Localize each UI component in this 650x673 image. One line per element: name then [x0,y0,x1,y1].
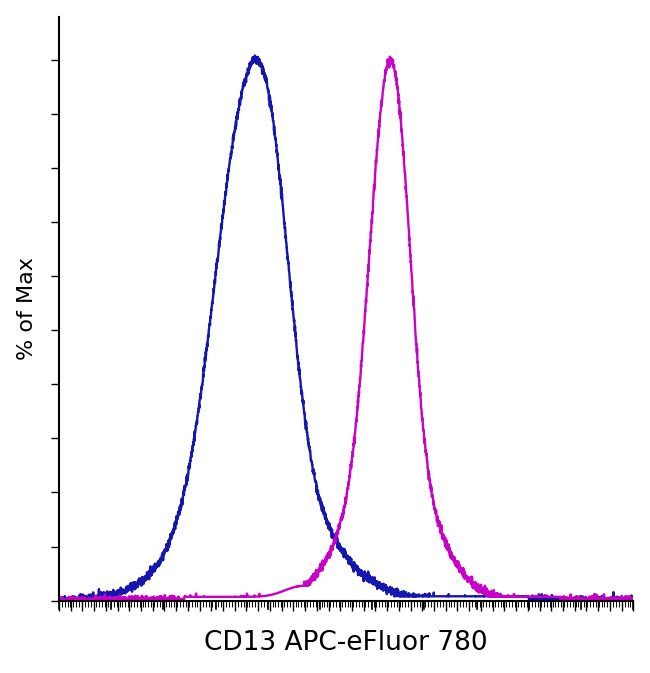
Y-axis label: % of Max: % of Max [17,257,36,360]
X-axis label: CD13 APC-eFluor 780: CD13 APC-eFluor 780 [204,631,488,656]
